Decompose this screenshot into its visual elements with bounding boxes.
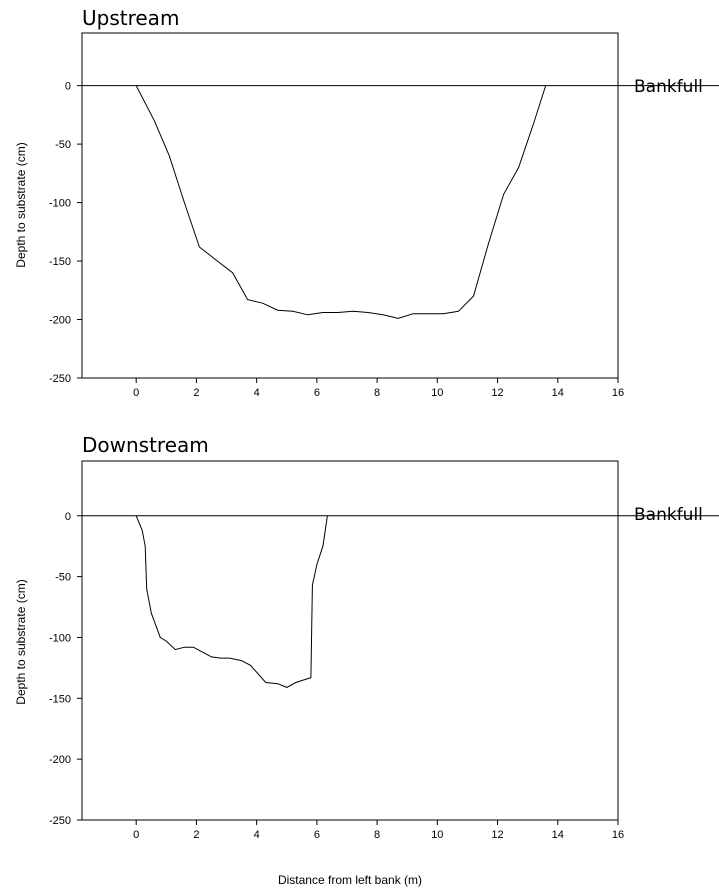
upstream-y-tick-label: -200 xyxy=(49,315,71,327)
downstream-y-axis-label: Depth to substrate (cm) xyxy=(14,579,28,704)
upstream-x-tick-label: 14 xyxy=(552,387,564,399)
upstream-depth-profile-line xyxy=(135,85,547,319)
downstream-x-tick-label: 6 xyxy=(314,829,320,841)
downstream-y-tick-label: 0 xyxy=(65,511,71,523)
downstream-x-tick-label: 4 xyxy=(254,829,260,841)
downstream-bankfull-label: Bankfull xyxy=(634,505,703,525)
upstream-y-tick-label: 0 xyxy=(65,81,71,93)
downstream-x-tick-label: 2 xyxy=(193,829,199,841)
upstream-y-axis-label: Depth to substrate (cm) xyxy=(14,142,28,267)
downstream-y-tick-label: -150 xyxy=(49,693,71,705)
upstream-x-tick-label: 8 xyxy=(374,387,380,399)
downstream-plot-frame xyxy=(81,460,619,821)
upstream-title: Upstream xyxy=(82,6,179,30)
upstream-bankfull-label: Bankfull xyxy=(634,77,703,97)
upstream-marks: 0 2 4 6 8 10 12 14 16 0 -50 -100 -150 -200 -250 xyxy=(49,81,719,399)
downstream-x-tick-label: 8 xyxy=(374,829,380,841)
downstream-x-tick-label: 16 xyxy=(612,829,624,841)
upstream-x-tick-label: 4 xyxy=(254,387,260,399)
upstream-y-tick-label: -100 xyxy=(49,198,71,210)
downstream-marks: 0 2 4 6 8 10 12 14 16 0 -50 -100 -150 -200 -250 xyxy=(49,511,719,841)
downstream-x-tick-label: 0 xyxy=(133,829,139,841)
downstream-x-axis-label: Distance from left bank (m) xyxy=(278,873,422,887)
upstream-y-tick-label: -250 xyxy=(49,373,71,385)
downstream-y-tick-label: -100 xyxy=(49,632,71,644)
upstream-x-tick-label: 10 xyxy=(431,387,443,399)
downstream-y-tick-label: -200 xyxy=(49,754,71,766)
upstream-x-tick-label: 0 xyxy=(133,387,139,399)
downstream-y-tick-label: -250 xyxy=(49,815,71,827)
upstream-panel: Upstream Bankfull Depth to substrate (cm… xyxy=(14,6,719,399)
upstream-x-tick-label: 12 xyxy=(491,387,503,399)
upstream-x-tick-label: 16 xyxy=(612,387,624,399)
upstream-plot-frame xyxy=(81,32,619,379)
downstream-title: Downstream xyxy=(82,433,209,457)
upstream-y-tick-label: -150 xyxy=(49,256,71,268)
downstream-x-tick-label: 12 xyxy=(491,829,503,841)
downstream-x-tick-label: 10 xyxy=(431,829,443,841)
downstream-panel: Downstream Bankfull Depth to substrate (… xyxy=(14,433,719,887)
upstream-y-tick-label: -50 xyxy=(55,139,71,151)
downstream-depth-profile-line xyxy=(135,515,328,688)
upstream-x-tick-label: 2 xyxy=(193,387,199,399)
downstream-y-tick-label: -50 xyxy=(55,572,71,584)
upstream-x-tick-label: 6 xyxy=(314,387,320,399)
downstream-x-tick-label: 14 xyxy=(552,829,564,841)
